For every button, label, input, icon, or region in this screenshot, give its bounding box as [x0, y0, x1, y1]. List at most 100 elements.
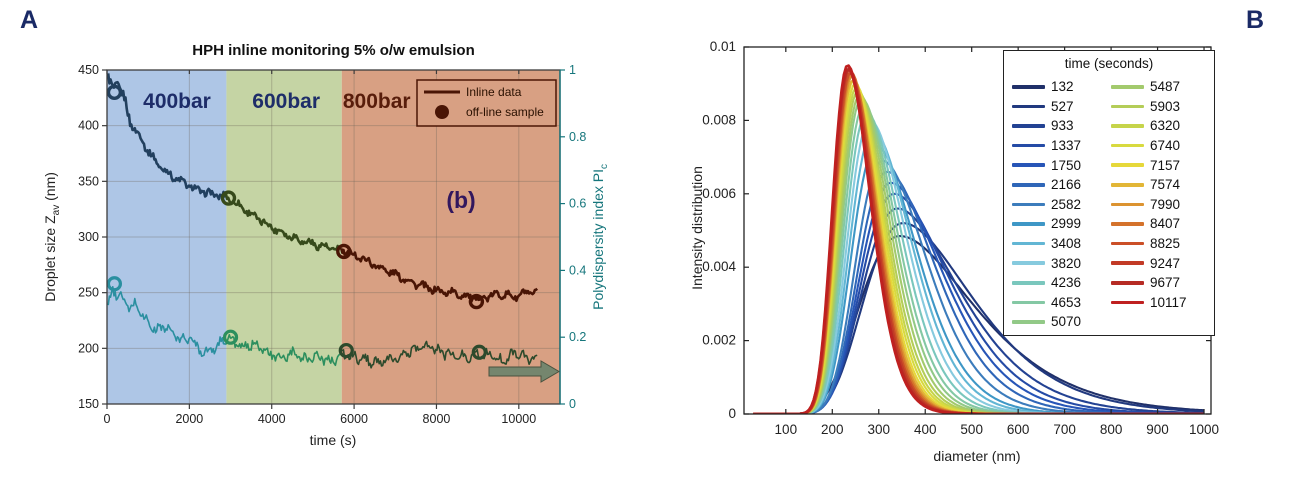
panel-a-label: A: [20, 6, 39, 34]
zav-line-seg-400bar: [107, 73, 228, 201]
panel-a-legend-box: [416, 79, 557, 127]
zav-line-seg-600bar: [224, 193, 342, 252]
tick-label-bottom: 10000: [501, 412, 536, 426]
legend-swatch: [1012, 320, 1045, 324]
legend-label: 10117: [1150, 294, 1187, 310]
distribution-curves: [753, 64, 1205, 414]
tick-label-left: 0.008: [702, 112, 736, 127]
panel-b-label: B: [1246, 6, 1265, 34]
axis-ticks: [744, 46, 1211, 415]
zav-sample-marker: [220, 190, 237, 206]
legend-label: 527: [1051, 98, 1074, 114]
legend-swatch: [1111, 280, 1144, 285]
legend-swatch: [1111, 241, 1144, 246]
legend-label: 7157: [1150, 157, 1181, 173]
legend-label: 2166: [1051, 177, 1082, 193]
legend-item-t933: 933: [1012, 116, 1111, 136]
tick-label-left: 0.01: [710, 39, 736, 54]
legend-item-t1337: 1337: [1012, 136, 1111, 156]
legend-label: 9247: [1150, 255, 1181, 271]
panel-b-legend-columns: 132 527 933 1337 1750 2166 2582 2999 3408 3820 423…: [1012, 77, 1210, 333]
legend-item-t9677: 9677: [1111, 273, 1210, 293]
legend-swatch: [1012, 300, 1045, 305]
legend-item-t4653: 4653: [1012, 293, 1111, 313]
tick-label-bottom: 8000: [423, 412, 451, 426]
curve-t4236: [753, 112, 1204, 414]
legend-item-t2166: 2166: [1012, 175, 1111, 195]
legend-item-t5070: 5070: [1012, 312, 1111, 332]
tick-label-bottom: 1000: [1189, 422, 1219, 437]
legend-swatch: [1111, 300, 1144, 305]
legend-label: 7990: [1150, 196, 1181, 212]
pdi-line: [107, 285, 538, 369]
legend-swatch: [1012, 182, 1045, 187]
tick-label-bottom: 6000: [340, 412, 368, 426]
legend-swatch: [1012, 241, 1045, 246]
legend-item-t7990: 7990: [1111, 195, 1210, 215]
panel-b-legend: time (seconds) 132 527 933 1337 1750 2166 2582…: [1003, 50, 1215, 336]
legend-item-t8407: 8407: [1111, 214, 1210, 234]
legend-label-offline-sample: off-line sample: [466, 105, 544, 119]
legend-swatch: [1111, 182, 1144, 187]
tick-label-left: 250: [78, 286, 99, 300]
legend-label: 5070: [1051, 314, 1082, 330]
legend-swatch: [1111, 222, 1144, 226]
legend-swatch: [1012, 124, 1045, 128]
legend-label: 933: [1051, 118, 1074, 134]
legend-label-inline-data: Inline data: [466, 85, 522, 99]
annotation-b: (b): [446, 187, 475, 213]
legend-label: 132: [1051, 79, 1074, 95]
legend-swatch: [1111, 124, 1144, 128]
legend-item-t10117: 10117: [1111, 293, 1210, 313]
legend-swatch: [1111, 85, 1144, 89]
tick-label-bottom: 800: [1100, 422, 1123, 437]
region-label-400bar: 400bar: [143, 90, 211, 113]
tick-label-bottom: 700: [1053, 422, 1076, 437]
legend-item-t4236: 4236: [1012, 273, 1111, 293]
curve-t3408: [753, 130, 1204, 414]
pdi-sample-marker: [106, 276, 123, 292]
tick-label-bottom: 200: [821, 422, 844, 437]
pdi-line-seg-400bar: [107, 285, 227, 358]
panel-b-legend-title: time (seconds): [1064, 56, 1154, 71]
legend-item-t5487: 5487: [1111, 77, 1210, 97]
tick-label-left: 0.006: [702, 186, 736, 201]
zav-line-seg-800bar: [339, 247, 539, 303]
pdi-line-seg-800bar: [340, 340, 538, 369]
panel-b-legend-col1: 132 527 933 1337 1750 2166 2582 2999 3408 3820 423…: [1012, 77, 1111, 333]
tick-label-left: 0.002: [702, 333, 736, 348]
legend-swatch: [1012, 163, 1045, 167]
curve-t3820: [753, 119, 1204, 414]
legend-item-t7157: 7157: [1111, 155, 1210, 175]
legend-item-t132: 132: [1012, 77, 1111, 97]
panel-b-plot: 100 200 300 400 500 600 700 800 900 1000 0 0.002 0.0…: [702, 39, 1219, 437]
tick-label-bottom: 2000: [175, 412, 203, 426]
region-label-600bar: 600bar: [252, 90, 320, 113]
tick-label-left: 0.004: [702, 259, 736, 274]
legend-label: 2582: [1051, 196, 1082, 212]
tick-label-left: 350: [78, 174, 99, 188]
pdi-line-seg-600bar: [225, 333, 342, 367]
legend-label: 6740: [1150, 138, 1181, 154]
legend-label: 5487: [1150, 79, 1181, 95]
legend-swatch: [1012, 280, 1045, 285]
legend-swatch: [1012, 222, 1045, 226]
trend-arrow-icon: [488, 360, 560, 383]
legend-item-t527: 527: [1012, 97, 1111, 117]
panel-b-x-label: diameter (nm): [933, 448, 1021, 464]
tick-label-right: 1: [569, 63, 576, 77]
panel-a-title: HPH inline monitoring 5% o/w emulsion: [192, 42, 475, 59]
legend-item-t7574: 7574: [1111, 175, 1210, 195]
tick-label-right: 0: [569, 397, 576, 411]
legend-swatch: [1012, 104, 1045, 109]
legend-swatch: [1012, 85, 1045, 89]
legend-label: 9677: [1150, 275, 1181, 291]
legend-swatch: [1012, 261, 1045, 265]
legend-swatch: [1012, 143, 1045, 148]
tick-label-bottom: 0: [104, 412, 111, 426]
tick-label-left: 450: [78, 63, 99, 77]
legend-label: 2999: [1051, 216, 1082, 232]
legend-label: 4653: [1051, 294, 1082, 310]
